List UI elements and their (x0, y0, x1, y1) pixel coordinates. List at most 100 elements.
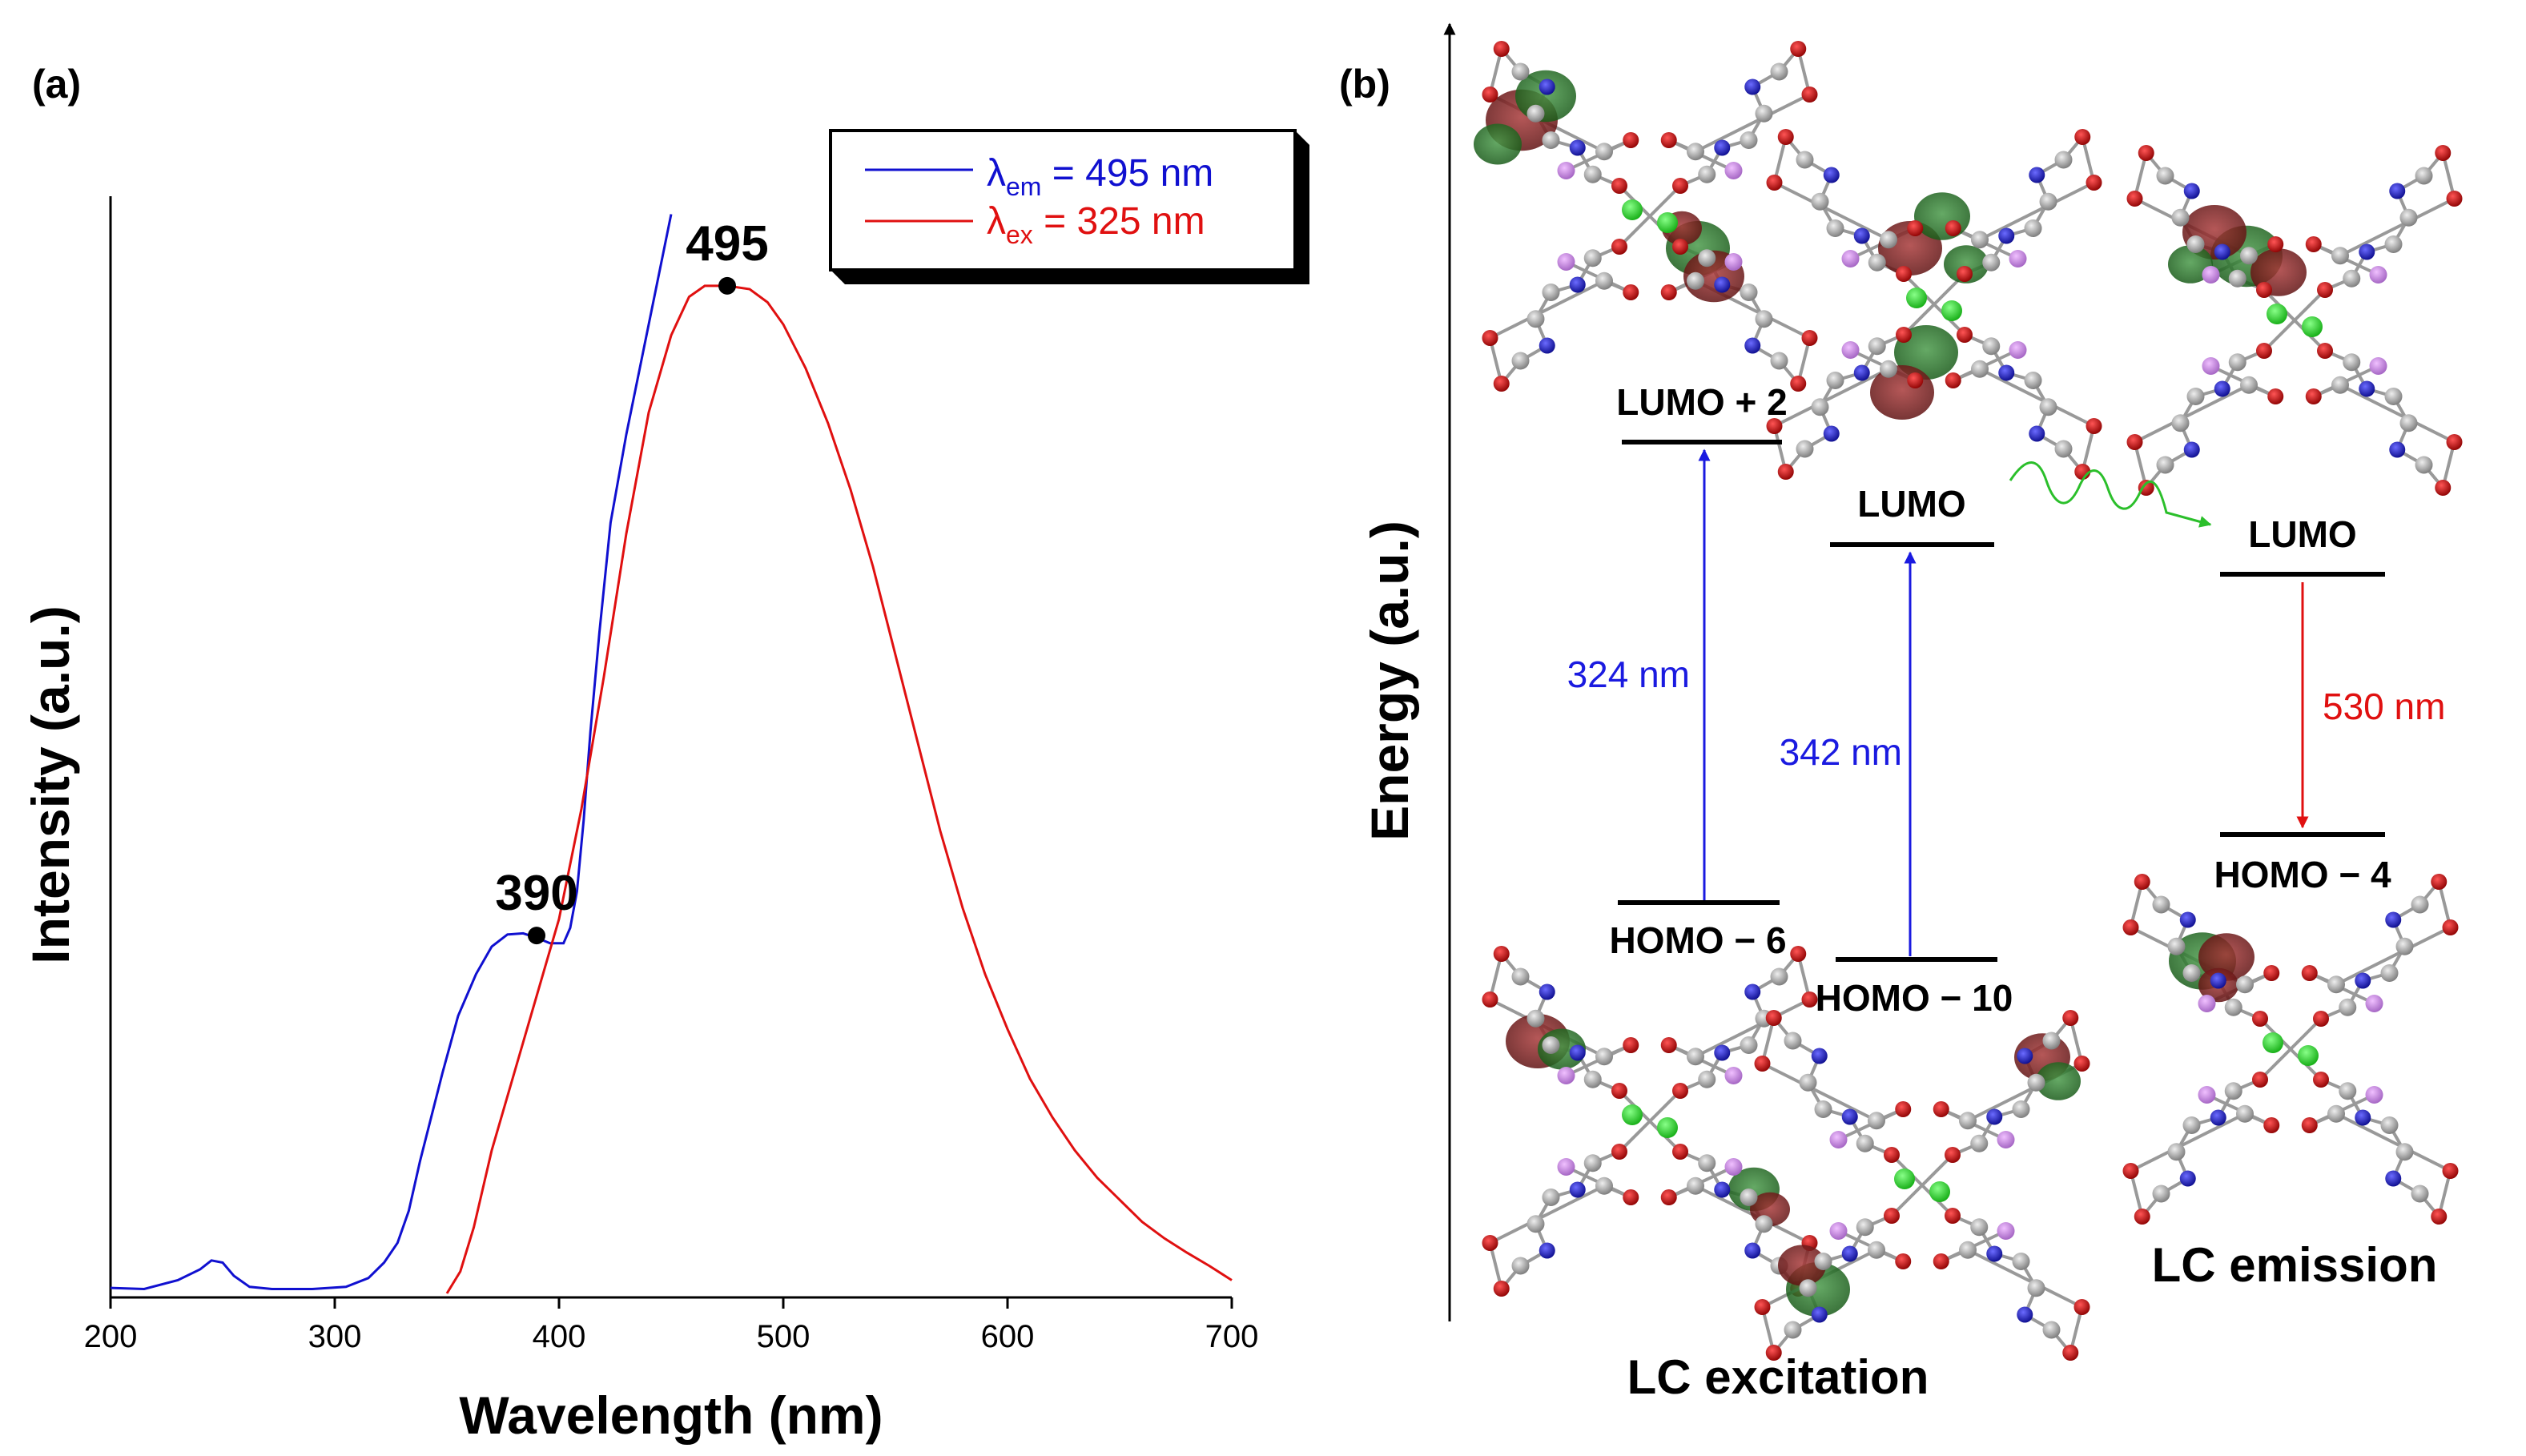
atom (1790, 376, 1807, 392)
atom (2395, 937, 2414, 955)
transition-label-530: 530 nm (2323, 686, 2445, 727)
atom (1672, 1083, 1688, 1099)
atom (1880, 231, 1897, 249)
atom (1687, 1176, 1704, 1195)
x-tick-label-700: 700 (1205, 1319, 1259, 1354)
atom (2431, 1209, 2448, 1225)
atom (2263, 965, 2280, 981)
atom (1660, 284, 1677, 300)
atom (2252, 1011, 2268, 1027)
atom (2122, 919, 2139, 935)
atom (2086, 418, 2102, 434)
atom (2086, 175, 2102, 191)
atom (2183, 183, 2200, 199)
atom (2210, 1109, 2226, 1126)
atom (1660, 132, 1677, 148)
transition-label-324: 324 nm (1567, 654, 1690, 695)
atom (2156, 167, 2174, 185)
atom (1611, 1083, 1627, 1099)
atom (1829, 1131, 1848, 1148)
atom (2359, 380, 2375, 397)
atom (1997, 1222, 2015, 1240)
metal-atom (2263, 1032, 2283, 1053)
atom (1526, 310, 1545, 328)
atom (1714, 1044, 1731, 1061)
atom (1714, 139, 1731, 156)
atom (2210, 972, 2226, 989)
atom (1853, 364, 1870, 381)
atom (1959, 1241, 1977, 1259)
atom (1884, 1147, 1900, 1163)
atom (2017, 1306, 2033, 1323)
atom (1841, 1245, 1858, 1262)
orbital-image-lumo-emission (2126, 145, 2463, 496)
atom (1623, 1037, 1639, 1053)
atom (1766, 418, 1783, 434)
atom (1868, 337, 1886, 356)
legend-entry-emission: λem = 495 nm (987, 152, 1213, 201)
atom (2171, 208, 2190, 227)
atom (2186, 235, 2205, 253)
atom (1801, 330, 1818, 346)
atom (1698, 165, 1716, 183)
orbital-image-lumo-plus-2 (1474, 41, 1818, 392)
level-label-lumo-excitation: LUMO (1857, 483, 1965, 525)
atom (1811, 1306, 1828, 1323)
atom (1765, 1010, 1782, 1026)
atom (2365, 1086, 2383, 1104)
atom (2327, 1104, 2345, 1123)
atom (1829, 1222, 1848, 1240)
atom (2355, 972, 2371, 989)
panel-b-label: (b) (1339, 62, 1390, 107)
atom (1493, 41, 1510, 57)
atom (2389, 441, 2406, 458)
atom (2369, 357, 2387, 375)
atom (1611, 239, 1627, 255)
atom (2252, 1072, 2268, 1088)
atom (1755, 104, 1773, 123)
atom (1796, 151, 1814, 169)
atom (1539, 983, 1555, 1000)
atom (2385, 911, 2402, 928)
atom (2317, 343, 2333, 359)
level-label-lumo-emission: LUMO (2248, 513, 2356, 555)
atom (1526, 1009, 1545, 1028)
bond (1979, 181, 2095, 242)
atom (2301, 1117, 2318, 1133)
atom (2411, 895, 2429, 914)
atom (1724, 1158, 1743, 1176)
atom (2029, 425, 2045, 442)
energy-axis-label: Energy (a.u.) (1360, 521, 1419, 841)
bond (1695, 998, 1811, 1059)
atom (1982, 253, 2001, 271)
atom (2339, 998, 2357, 1016)
metal-atom (1941, 300, 1962, 321)
atom (1957, 266, 1973, 282)
atom (1493, 376, 1510, 392)
atom (1765, 1345, 1782, 1361)
bond (2134, 383, 2250, 444)
atom (2167, 1143, 2186, 1161)
atom (1895, 1101, 1912, 1117)
atom (1542, 1189, 1560, 1206)
atom (1801, 991, 1818, 1008)
orbital-image-homo-minus-10 (1754, 1010, 2090, 1361)
atom (1841, 341, 1860, 359)
atom (2431, 874, 2448, 890)
atom (2415, 456, 2433, 474)
atom (2380, 964, 2399, 982)
panel-a-label: (a) (32, 62, 81, 107)
atom (2214, 243, 2230, 260)
atom (2039, 192, 2057, 211)
atom (1687, 1048, 1704, 1066)
atom (1511, 967, 1530, 986)
atom (1971, 231, 1989, 249)
atom (2183, 441, 2200, 458)
atom (1799, 1279, 1817, 1297)
level-label-lumo-plus-2: LUMO + 2 (1616, 381, 1787, 423)
bond (1761, 1062, 1877, 1123)
atom (2024, 372, 2042, 389)
atom (1856, 1218, 1874, 1237)
atom (2027, 1073, 2045, 1092)
atom (2389, 183, 2406, 199)
